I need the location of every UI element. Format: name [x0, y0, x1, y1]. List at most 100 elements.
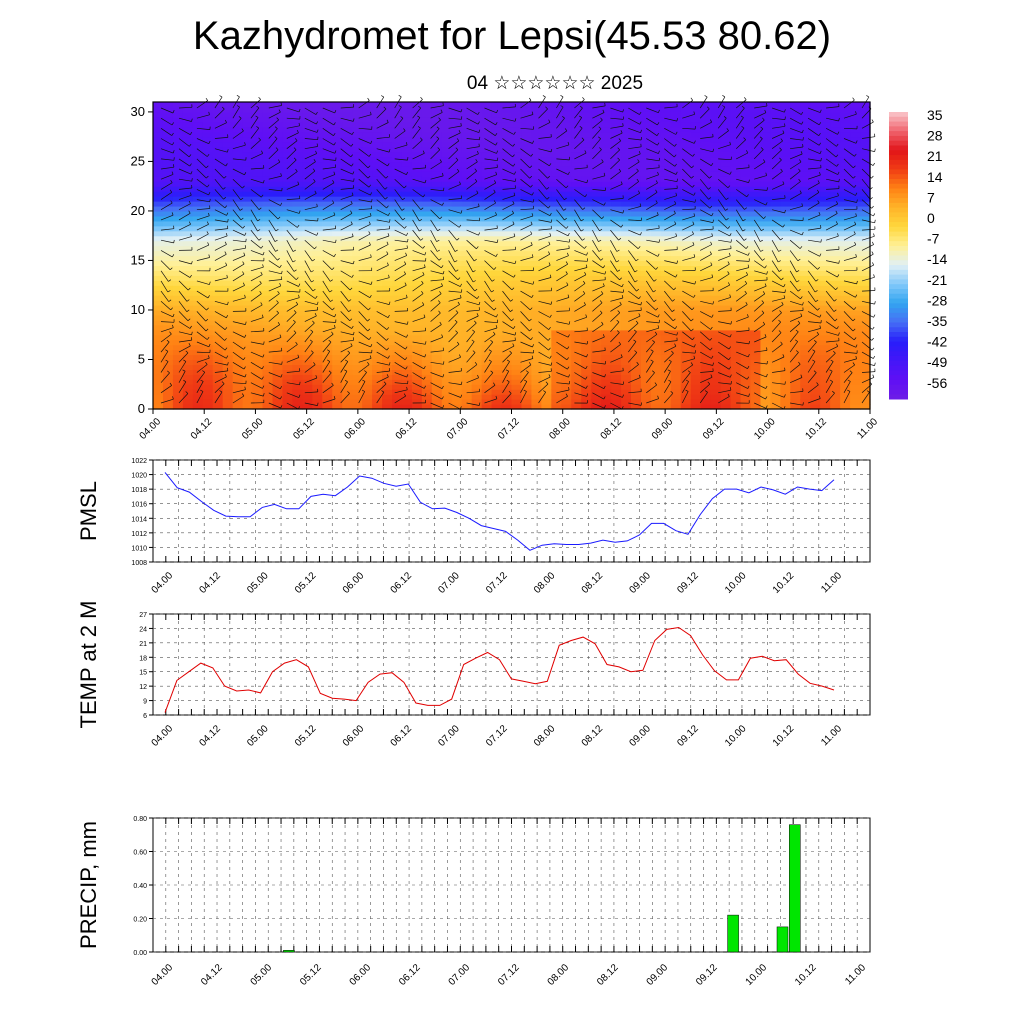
heatmap-cell — [382, 141, 393, 148]
heatmap-cell — [740, 166, 752, 172]
heatmap-cell — [392, 399, 403, 405]
heatmap-cell — [242, 314, 254, 321]
heatmap-cell — [491, 374, 503, 380]
heatmap-cell — [451, 255, 463, 262]
heatmap-cell — [820, 384, 831, 390]
heatmap-cell — [511, 369, 523, 375]
heatmap-cell — [621, 364, 632, 370]
heatmap-cell — [202, 364, 214, 370]
heatmap-cell — [591, 300, 602, 306]
heatmap-cell — [172, 186, 184, 192]
heatmap-cell — [352, 141, 363, 148]
wind-barb — [304, 260, 312, 273]
heatmap-cell — [790, 305, 801, 311]
heatmap-cell — [352, 186, 363, 192]
heatmap-cell — [770, 210, 781, 217]
heatmap-cell — [162, 245, 174, 252]
wind-barb-flag — [242, 271, 245, 275]
heatmap-cell — [840, 314, 851, 321]
heatmap-cell — [740, 255, 752, 262]
wind-barb-flag — [274, 239, 278, 242]
heatmap-cell — [720, 250, 732, 257]
heatmap-cell — [471, 374, 483, 380]
heatmap-cell — [830, 255, 841, 262]
heatmap-cell — [511, 116, 523, 123]
heatmap-cell — [302, 181, 313, 187]
heatmap-cell — [611, 240, 622, 247]
heatmap-cell — [521, 245, 533, 252]
heatmap-cell — [392, 404, 403, 410]
wind-barb-flag — [280, 374, 283, 378]
heatmap-cell — [162, 111, 174, 118]
heatmap-cell — [382, 354, 393, 361]
heatmap-cell — [830, 126, 841, 133]
heatmap-cell — [401, 146, 413, 153]
heatmap-cell — [690, 141, 702, 148]
heatmap-cell — [640, 349, 652, 356]
heatmap-cell — [192, 275, 204, 281]
heatmap-cell — [411, 136, 423, 143]
wind-barb — [196, 208, 210, 211]
heatmap-cell — [162, 300, 174, 306]
heatmap-cell — [581, 171, 592, 177]
heatmap-cell — [292, 344, 303, 351]
heatmap-cell — [401, 131, 413, 138]
heatmap-cell — [850, 369, 861, 375]
heatmap-cell — [690, 384, 702, 390]
heatmap-cell — [780, 116, 791, 123]
heatmap-cell — [451, 220, 463, 227]
heatmap-cell — [551, 141, 562, 148]
heatmap-cell — [222, 176, 234, 182]
heatmap-cell — [202, 270, 214, 276]
heatmap-cell — [581, 389, 592, 395]
heatmap-cell — [640, 176, 652, 182]
heatmap-cell — [411, 255, 423, 262]
wind-barb-flag — [166, 339, 170, 343]
heatmap-cell — [690, 295, 702, 301]
heatmap-cell — [690, 265, 702, 271]
heatmap-cell — [720, 191, 732, 197]
heatmap-cell — [242, 230, 254, 237]
heatmap-cell — [242, 364, 254, 370]
wind-barb-flag — [168, 279, 172, 282]
heatmap-cell — [850, 285, 861, 291]
heatmap-cell — [850, 334, 861, 341]
heatmap-cell — [312, 126, 323, 133]
heatmap-cell — [471, 300, 483, 306]
heatmap-cell — [551, 404, 562, 410]
heatmap-cell — [421, 394, 433, 400]
heatmap-cell — [730, 349, 742, 356]
heatmap-cell — [441, 102, 453, 108]
heatmap-cell — [392, 339, 403, 346]
heatmap-cell — [730, 339, 742, 346]
heatmap-cell — [680, 111, 692, 118]
heatmap-cell — [282, 314, 294, 321]
heatmap-cell — [382, 181, 393, 187]
heatmap-cell — [262, 176, 274, 182]
heatmap-cell — [680, 344, 692, 351]
heatmap-cell — [700, 280, 712, 286]
wind-barb — [268, 350, 282, 353]
heatmap-cell — [481, 111, 493, 118]
heatmap-cell — [392, 374, 403, 380]
heatmap-cell — [740, 230, 752, 237]
heatmap-cell — [461, 280, 473, 286]
wind-barb-flag — [280, 102, 282, 106]
heatmap-cell — [342, 309, 353, 316]
heatmap-cell — [272, 295, 284, 301]
heatmap-cell — [212, 245, 224, 252]
heatmap-cell — [750, 245, 762, 252]
heatmap-cell — [411, 102, 423, 108]
heatmap-cell — [411, 290, 423, 296]
heatmap-cell — [342, 106, 353, 113]
heatmap-cell — [302, 196, 313, 202]
heatmap-cell — [262, 136, 274, 143]
wind-barb-flag — [172, 110, 175, 114]
heatmap-cell — [541, 394, 552, 400]
heatmap-cell — [531, 290, 542, 296]
heatmap-cell — [571, 250, 582, 257]
heatmap-cell — [451, 334, 463, 341]
heatmap-cell — [700, 146, 712, 153]
wind-barb — [196, 290, 209, 299]
heatmap-cell — [850, 205, 861, 212]
